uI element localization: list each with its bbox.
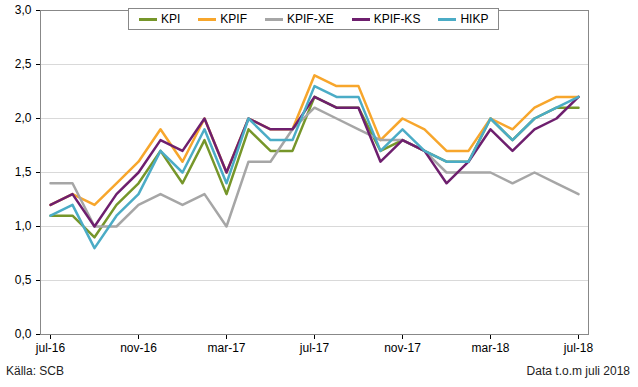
svg-text:nov-17: nov-17 [384, 341, 421, 355]
svg-text:nov-16: nov-16 [120, 341, 157, 355]
html-text:KPIF: KPIF [220, 12, 247, 26]
svg-text:jul-16: jul-16 [35, 341, 66, 355]
svg-text:mar-17: mar-17 [207, 341, 245, 355]
svg-text:3,0: 3,0 [15, 3, 32, 17]
svg-text:1,5: 1,5 [15, 165, 32, 179]
html-text:KPIF-KS: KPIF-KS [373, 12, 421, 26]
html-text:KPIF-XE: KPIF-XE [287, 12, 334, 26]
svg-text:jul-17: jul-17 [299, 341, 330, 355]
svg-text:mar-18: mar-18 [471, 341, 509, 355]
svg-text:1,0: 1,0 [15, 219, 32, 233]
html-text:HIKP: HIKP [460, 12, 489, 26]
svg-text:2,5: 2,5 [15, 57, 32, 71]
html-text:Data t.o.m juli 2018: Data t.o.m juli 2018 [526, 364, 630, 378]
svg-text:0,0: 0,0 [15, 327, 32, 341]
html-text:KPI: KPI [161, 12, 181, 26]
html-text:Källa: SCB: Källa: SCB [6, 364, 64, 378]
svg-text:jul-18: jul-18 [563, 341, 594, 355]
svg-text:2,0: 2,0 [15, 111, 32, 125]
svg-text:0,5: 0,5 [15, 273, 32, 287]
